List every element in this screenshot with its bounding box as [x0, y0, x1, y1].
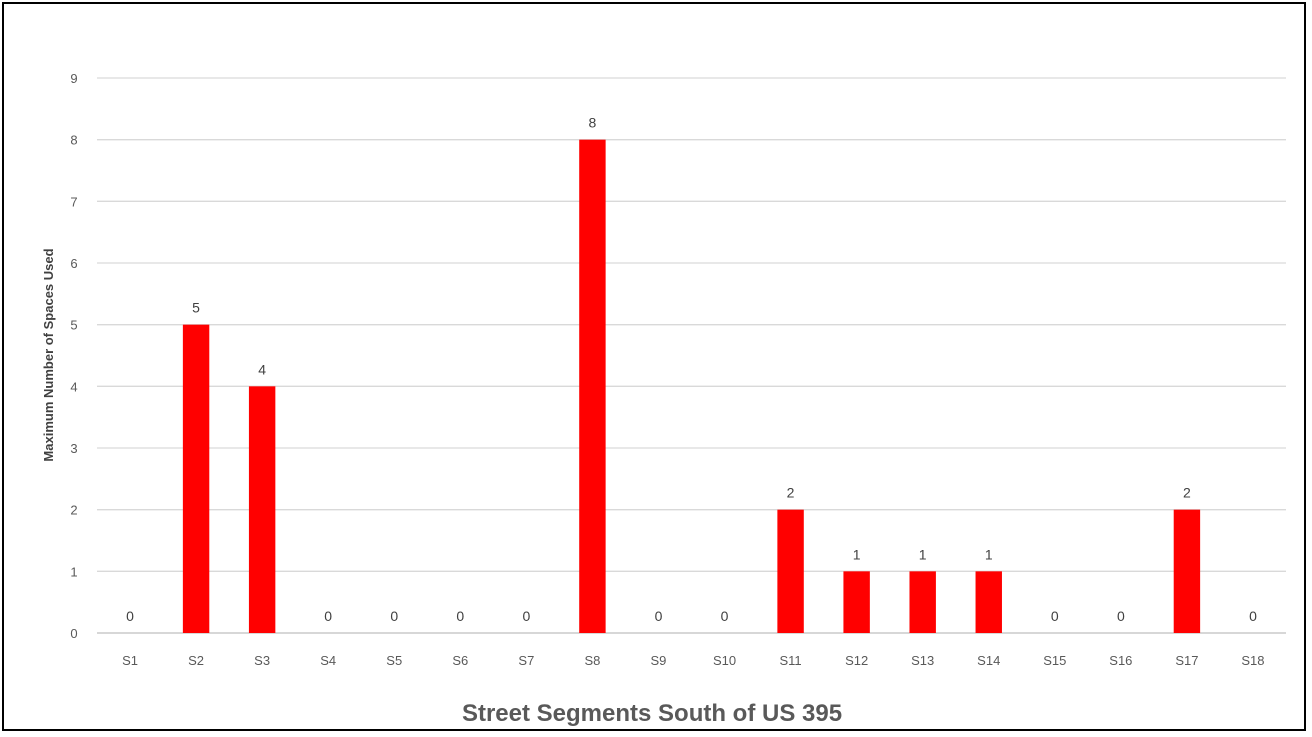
data-label: 0 — [1117, 608, 1125, 624]
data-label: 0 — [522, 608, 530, 624]
data-label: 1 — [919, 546, 927, 562]
x-tick-label: S16 — [1109, 653, 1132, 668]
x-tick-label: S18 — [1241, 653, 1264, 668]
data-label: 1 — [985, 546, 993, 562]
x-axis-ticks: S1 S2 S3 S4 S5 S6 S7 S8 S9 S10 S11 S12 S13 S14 S15 S16 S… — [122, 653, 1264, 668]
bar — [248, 386, 276, 633]
y-tick-label: 8 — [70, 133, 77, 148]
bar — [975, 571, 1002, 633]
y-tick-label: 7 — [70, 194, 77, 209]
x-tick-label: S9 — [651, 653, 667, 668]
x-tick-label: S11 — [779, 653, 801, 668]
bar — [579, 139, 606, 633]
x-tick-label: S2 — [188, 653, 204, 668]
data-label: 0 — [1249, 608, 1257, 624]
x-tick-label: S12 — [845, 653, 868, 668]
data-label: 5 — [192, 300, 200, 316]
x-tick-label: S17 — [1175, 653, 1198, 668]
bar — [182, 324, 210, 633]
y-tick-label: 2 — [70, 503, 77, 518]
bars — [182, 139, 1201, 633]
data-label: 0 — [324, 608, 332, 624]
gridlines — [97, 77, 1286, 634]
x-tick-label: S14 — [977, 653, 1000, 668]
bar — [777, 509, 804, 633]
x-tick-label: S3 — [254, 653, 270, 668]
data-label: 1 — [853, 546, 861, 562]
data-label: 0 — [390, 608, 398, 624]
x-tick-label: S7 — [518, 653, 534, 668]
bar — [843, 571, 870, 633]
x-tick-label: S6 — [452, 653, 468, 668]
y-tick-label: 4 — [70, 379, 77, 394]
x-tick-label: S13 — [911, 653, 934, 668]
y-tick-label: 6 — [70, 256, 77, 271]
data-label: 0 — [456, 608, 464, 624]
y-axis-label: Maximum Number of Spaces Used — [41, 248, 56, 461]
x-axis-label: Street Segments South of US 395 — [462, 700, 842, 727]
data-label: 4 — [258, 361, 266, 377]
bar — [909, 571, 936, 633]
bar — [1173, 509, 1201, 633]
data-label: 2 — [1183, 485, 1191, 501]
x-tick-label: S15 — [1043, 653, 1066, 668]
x-tick-label: S8 — [584, 653, 600, 668]
x-tick-label: S4 — [320, 653, 336, 668]
y-tick-label: 3 — [70, 441, 77, 456]
data-labels: 0 5 4 0 0 0 0 8 0 0 2 1 1 1 0 0 2 0 — [126, 115, 1257, 624]
x-tick-label: S10 — [713, 653, 736, 668]
data-label: 8 — [589, 115, 597, 131]
y-tick-label: 9 — [70, 71, 77, 86]
y-tick-label: 0 — [70, 626, 77, 641]
data-label: 0 — [126, 608, 134, 624]
y-tick-label: 5 — [70, 318, 77, 333]
x-tick-label: S5 — [386, 653, 402, 668]
data-label: 0 — [1051, 608, 1059, 624]
data-label: 0 — [655, 608, 663, 624]
x-tick-label: S1 — [122, 653, 138, 668]
data-label: 0 — [721, 608, 729, 624]
y-axis-ticks: 0 1 2 3 4 5 6 7 8 9 — [70, 71, 77, 641]
y-tick-label: 1 — [70, 564, 77, 579]
data-label: 2 — [787, 485, 795, 501]
